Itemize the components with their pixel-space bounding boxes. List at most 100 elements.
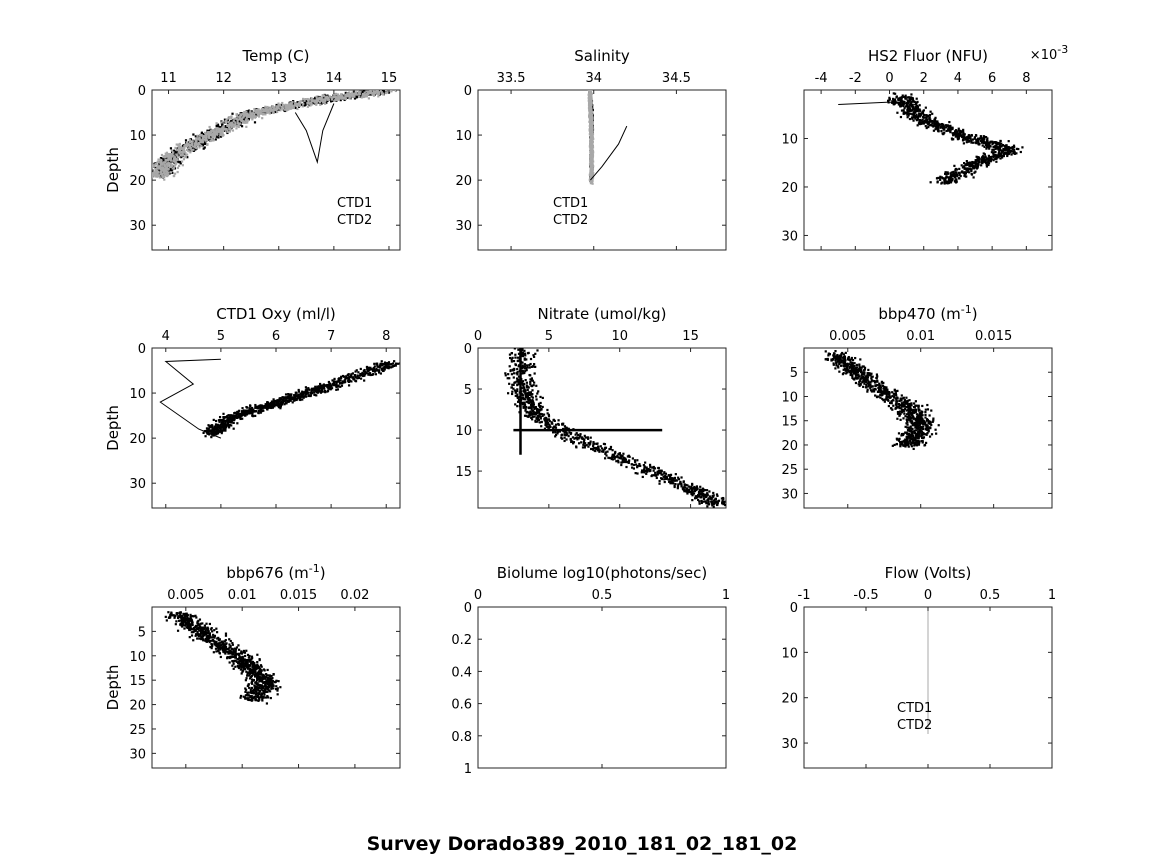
axes-title: HS2 Fluor (NFU): [868, 47, 988, 65]
data-point: [968, 139, 971, 143]
data-point: [953, 175, 957, 178]
data-point: [238, 409, 241, 412]
data-point: [591, 116, 594, 119]
data-point: [174, 162, 178, 165]
data-point: [995, 156, 998, 159]
axes-title: Salinity: [574, 47, 630, 65]
data-point: [914, 109, 917, 112]
data-point: [590, 127, 594, 130]
data-point: [897, 98, 900, 101]
data-point: [900, 109, 904, 112]
data-point: [909, 112, 912, 115]
data-point: [323, 98, 326, 101]
data-point: [365, 93, 368, 97]
data-point: [958, 167, 961, 171]
data-point: [202, 147, 205, 150]
data-point: [163, 168, 167, 172]
data-point: [339, 385, 342, 388]
data-point: [163, 159, 166, 162]
data-point: [968, 167, 971, 171]
data-point: [925, 126, 928, 130]
data-point: [960, 164, 963, 167]
data-point: [287, 103, 290, 106]
data-point: [380, 92, 383, 95]
data-point: [170, 167, 173, 170]
data-point: [259, 110, 262, 113]
series-0: [202, 360, 400, 439]
data-point: [389, 363, 392, 366]
data-point: [203, 136, 207, 139]
data-point: [905, 101, 909, 105]
data-point: [966, 169, 969, 172]
data-point: [912, 119, 915, 122]
data-point: [307, 101, 310, 104]
data-point: [383, 90, 386, 92]
data-point: [350, 93, 353, 96]
data-point: [158, 174, 161, 177]
data-point: [204, 133, 208, 136]
data-point: [180, 156, 183, 159]
data-point: [958, 173, 961, 176]
data-point: [152, 171, 156, 174]
data-point: [173, 157, 176, 160]
data-point: [891, 100, 894, 103]
data-point: [934, 116, 937, 119]
data-point: [937, 129, 940, 132]
data-point: [589, 143, 592, 146]
data-point: [589, 118, 592, 122]
data-point: [365, 95, 368, 98]
data-point: [169, 171, 173, 174]
data-point: [209, 139, 212, 143]
data-point: [944, 171, 947, 174]
data-point: [198, 136, 201, 140]
data-point: [970, 133, 973, 137]
data-point: [254, 115, 257, 118]
data-point: [357, 376, 361, 380]
data-point: [289, 106, 292, 110]
data-point: [256, 113, 259, 116]
data-point: [327, 98, 331, 101]
data-point: [298, 101, 301, 105]
data-point: [933, 118, 936, 121]
data-point: [210, 130, 213, 134]
data-point: [915, 97, 918, 100]
data-point: [346, 92, 349, 95]
data-point: [210, 129, 213, 132]
data-point: [900, 96, 903, 99]
data-point: [313, 391, 316, 394]
data-point: [178, 149, 182, 152]
data-point: [164, 167, 167, 170]
data-point: [983, 158, 986, 162]
data-point: [591, 166, 594, 169]
data-point: [301, 97, 305, 101]
data-point: [182, 158, 186, 161]
data-point: [166, 154, 169, 157]
data-point: [978, 160, 981, 164]
data-point: [367, 97, 370, 100]
data-point: [915, 108, 919, 112]
data-point: [361, 94, 364, 97]
data-point: [199, 139, 202, 142]
data-point: [911, 104, 914, 107]
data-point: [589, 164, 592, 168]
data-point: [208, 138, 211, 141]
data-point: [928, 116, 931, 119]
data-point: [335, 97, 338, 101]
data-point: [592, 137, 595, 140]
data-point: [239, 113, 242, 116]
data-point: [949, 129, 952, 132]
data-point: [1006, 154, 1009, 158]
data-point: [379, 362, 382, 365]
data-point: [1017, 147, 1020, 151]
data-point: [257, 108, 260, 111]
data-point: [234, 122, 237, 125]
data-point: [291, 104, 294, 107]
data-point: [917, 122, 921, 125]
data-point: [195, 146, 198, 150]
data-point: [924, 124, 927, 128]
data-point: [245, 114, 248, 117]
data-point: [907, 106, 911, 109]
data-point: [921, 118, 924, 121]
data-point: [218, 415, 222, 419]
